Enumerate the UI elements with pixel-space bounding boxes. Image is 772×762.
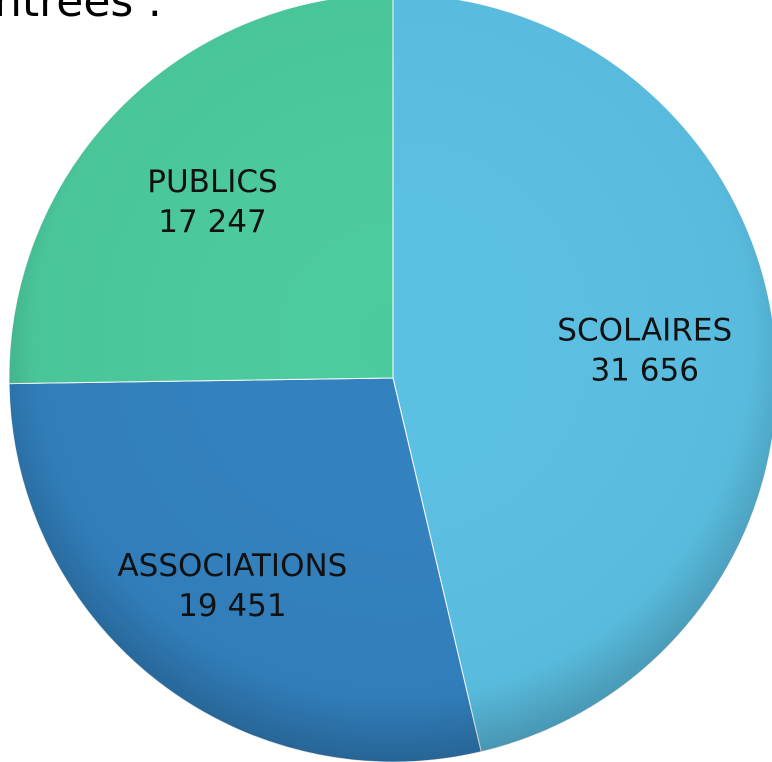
slice-label-associations: ASSOCIATIONS [117, 548, 347, 584]
slice-value-publics: 17 247 [158, 204, 266, 240]
slice-label-publics: PUBLICS [147, 164, 277, 200]
slice-value-associations: 19 451 [178, 588, 286, 624]
slice-label-scolaires: SCOLAIRES [557, 313, 732, 349]
slice-value-scolaires: 31 656 [590, 353, 698, 389]
